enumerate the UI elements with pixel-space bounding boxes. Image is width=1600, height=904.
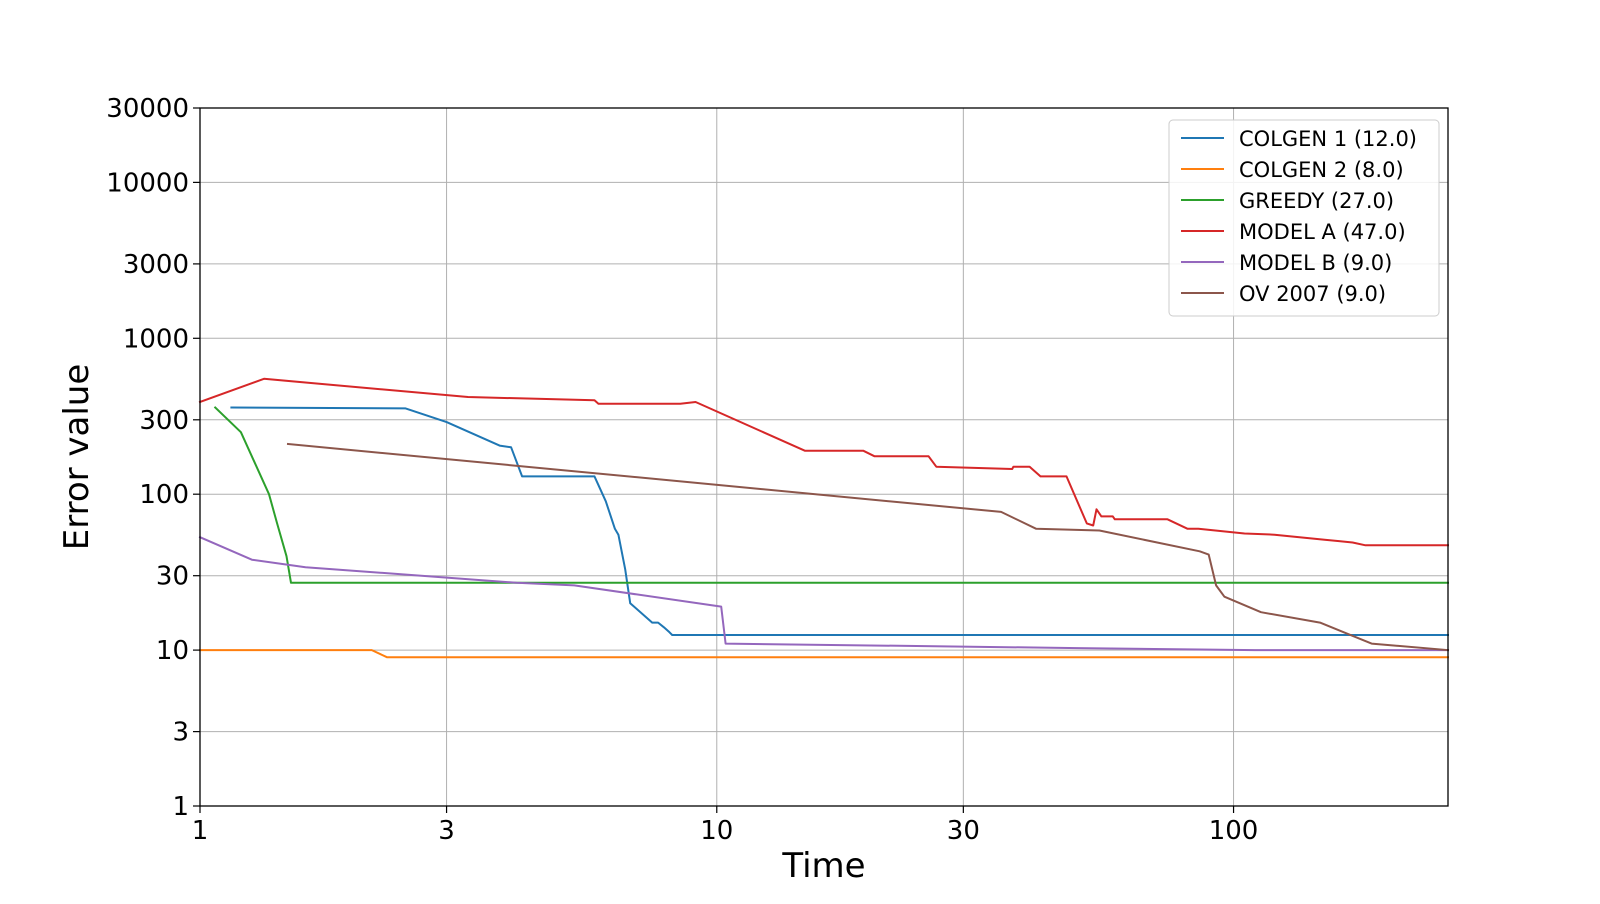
legend-label-2: COLGEN 2 (8.0) bbox=[1239, 158, 1404, 182]
series-line-3 bbox=[213, 406, 1449, 584]
y-tick-label: 100 bbox=[139, 480, 189, 510]
y-tick-label: 300 bbox=[139, 406, 189, 436]
legend-label-4: MODEL A (47.0) bbox=[1239, 220, 1406, 244]
y-tick-label: 10000 bbox=[106, 168, 189, 198]
y-tick-label: 30000 bbox=[106, 94, 189, 124]
series-line-6 bbox=[286, 442, 1450, 652]
x-axis-label: Time bbox=[781, 846, 865, 886]
x-tick-label: 3 bbox=[438, 816, 455, 846]
x-tick-label: 100 bbox=[1209, 816, 1259, 846]
legend: COLGEN 1 (12.0) COLGEN 2 (8.0) GREEDY (27.… bbox=[1168, 119, 1440, 317]
y-tick-label: 3000 bbox=[123, 250, 189, 280]
x-tick-label: 1 bbox=[192, 816, 209, 846]
legend-label-3: GREEDY (27.0) bbox=[1239, 189, 1394, 213]
legend-label-1: COLGEN 1 (12.0) bbox=[1239, 127, 1417, 151]
x-tick-label: 30 bbox=[947, 816, 980, 846]
legend-box bbox=[1168, 119, 1440, 317]
y-axis-label: Error value bbox=[57, 364, 97, 551]
series-line-5 bbox=[198, 535, 1449, 652]
legend-label-5: MODEL B (9.0) bbox=[1239, 251, 1392, 275]
axis-ticks: 1 3 10 30 100 1 3 10 30 100 300 1000 3000 10000 30000 bbox=[106, 94, 1258, 846]
series-lines bbox=[198, 377, 1450, 659]
y-tick-label: 3 bbox=[172, 718, 189, 748]
legend-label-6: OV 2007 (9.0) bbox=[1239, 282, 1386, 306]
series-line-1 bbox=[230, 406, 1449, 636]
series-line-4 bbox=[198, 377, 1449, 547]
plot-frame bbox=[199, 107, 1449, 807]
x-tick-label: 10 bbox=[700, 816, 733, 846]
series-line-2 bbox=[199, 649, 1449, 659]
y-tick-label: 30 bbox=[156, 562, 189, 592]
y-tick-label: 1000 bbox=[123, 324, 189, 354]
y-tick-label: 1 bbox=[172, 792, 189, 822]
y-tick-label: 10 bbox=[156, 636, 189, 666]
